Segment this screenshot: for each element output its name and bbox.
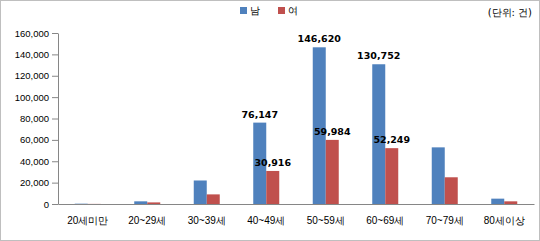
y-tick-label: 120,000 — [15, 70, 49, 81]
x-tick: 70~79세 — [426, 204, 464, 226]
y-tick-label: 40,000 — [20, 156, 49, 167]
y-tick: 40,000 — [20, 156, 58, 167]
y-tick-label: 60,000 — [20, 134, 49, 145]
x-tick-label: 30~39세 — [188, 215, 226, 226]
legend-swatch — [278, 7, 285, 14]
x-tick-label: 20세미만 — [67, 215, 108, 226]
frame — [1, 1, 540, 241]
y-tick: 80,000 — [20, 113, 58, 124]
data-label: 130,752 — [357, 50, 400, 61]
legend-label: 여 — [288, 5, 298, 16]
y-tick: 60,000 — [20, 134, 58, 145]
y-tick-label: 0 — [44, 199, 49, 210]
x-tick: 50~59세 — [307, 204, 345, 226]
bar — [194, 180, 207, 204]
y-tick-mark — [52, 97, 58, 98]
x-tick-mark — [504, 204, 505, 208]
data-label: 76,147 — [241, 109, 278, 120]
legend: 남여 — [240, 5, 298, 16]
y-tick: 120,000 — [15, 70, 58, 81]
x-tick: 80세이상 — [484, 204, 525, 226]
bar — [207, 194, 220, 204]
bar — [385, 148, 398, 204]
y-tick-mark — [52, 119, 58, 120]
y-axis-line — [58, 34, 59, 205]
bar — [75, 203, 88, 204]
x-tick-mark — [325, 204, 326, 208]
x-tick-mark — [147, 204, 148, 208]
bar — [504, 201, 517, 204]
y-axis: 0 20,000 40,000 60,000 80,000 100,000 120,000 1… — [15, 28, 59, 210]
x-tick-mark — [444, 204, 445, 208]
x-tick-mark — [206, 204, 207, 208]
x-tick-mark — [87, 204, 88, 208]
y-tick: 100,000 — [15, 92, 58, 103]
bar — [445, 177, 458, 204]
data-labels: 76,147 146,620 130,752 30,916 59,984 52,249 — [241, 33, 410, 168]
bar — [266, 171, 279, 204]
x-tick: 20~29세 — [128, 204, 166, 226]
y-tick-mark — [52, 204, 58, 205]
y-tick-mark — [52, 140, 58, 141]
y-tick-mark — [52, 161, 58, 162]
x-tick: 40~49세 — [247, 204, 285, 226]
x-tick-label: 50~59세 — [307, 215, 345, 226]
bars — [75, 47, 518, 204]
bar — [88, 203, 101, 204]
y-tick-mark — [52, 183, 58, 184]
x-tick-label: 40~49세 — [247, 215, 285, 226]
plot: 0 20,000 40,000 60,000 80,000 100,000 120,000 1… — [15, 28, 535, 226]
x-tick-label: 80세이상 — [484, 215, 525, 226]
x-tick-label: 70~79세 — [426, 215, 464, 226]
chart-container: 0 20,000 40,000 60,000 80,000 100,000 120,000 1… — [0, 0, 540, 241]
bar — [432, 147, 445, 204]
x-tick: 60~69세 — [366, 204, 404, 226]
x-tick-label: 20~29세 — [128, 215, 166, 226]
data-label: 59,984 — [314, 126, 351, 137]
y-tick: 0 — [44, 199, 58, 210]
data-label: 52,249 — [373, 134, 410, 145]
legend-label: 남 — [250, 5, 260, 16]
chart-svg: 0 20,000 40,000 60,000 80,000 100,000 120,000 1… — [0, 0, 540, 241]
x-tick-mark — [385, 204, 386, 208]
x-tick: 20세미만 — [67, 204, 108, 226]
data-label: 30,916 — [254, 157, 291, 168]
y-tick-label: 160,000 — [15, 28, 49, 39]
y-tick-label: 140,000 — [15, 49, 49, 60]
data-label: 146,620 — [298, 33, 342, 44]
legend-swatch — [240, 7, 247, 14]
bar — [134, 201, 147, 204]
y-tick: 20,000 — [20, 177, 58, 188]
y-tick-label: 80,000 — [20, 113, 49, 124]
y-tick: 140,000 — [15, 49, 58, 60]
x-axis-line — [59, 204, 535, 205]
unit-label: (단위: 건) — [488, 7, 532, 18]
y-tick-label: 20,000 — [20, 177, 49, 188]
y-tick-mark — [52, 76, 58, 77]
x-tick-label: 60~69세 — [366, 215, 404, 226]
bar — [147, 202, 160, 204]
x-tick-mark — [266, 204, 267, 208]
y-tick-mark — [52, 54, 58, 55]
bar — [326, 140, 339, 204]
bar — [491, 199, 504, 204]
y-tick-mark — [52, 33, 58, 34]
x-tick: 30~39세 — [188, 204, 226, 226]
y-tick-label: 100,000 — [15, 92, 49, 103]
y-tick: 160,000 — [15, 28, 58, 39]
x-axis: 20세미만 20~29세 30~39세 40~49세 50~59세 60~69세 70~79… — [59, 204, 535, 226]
